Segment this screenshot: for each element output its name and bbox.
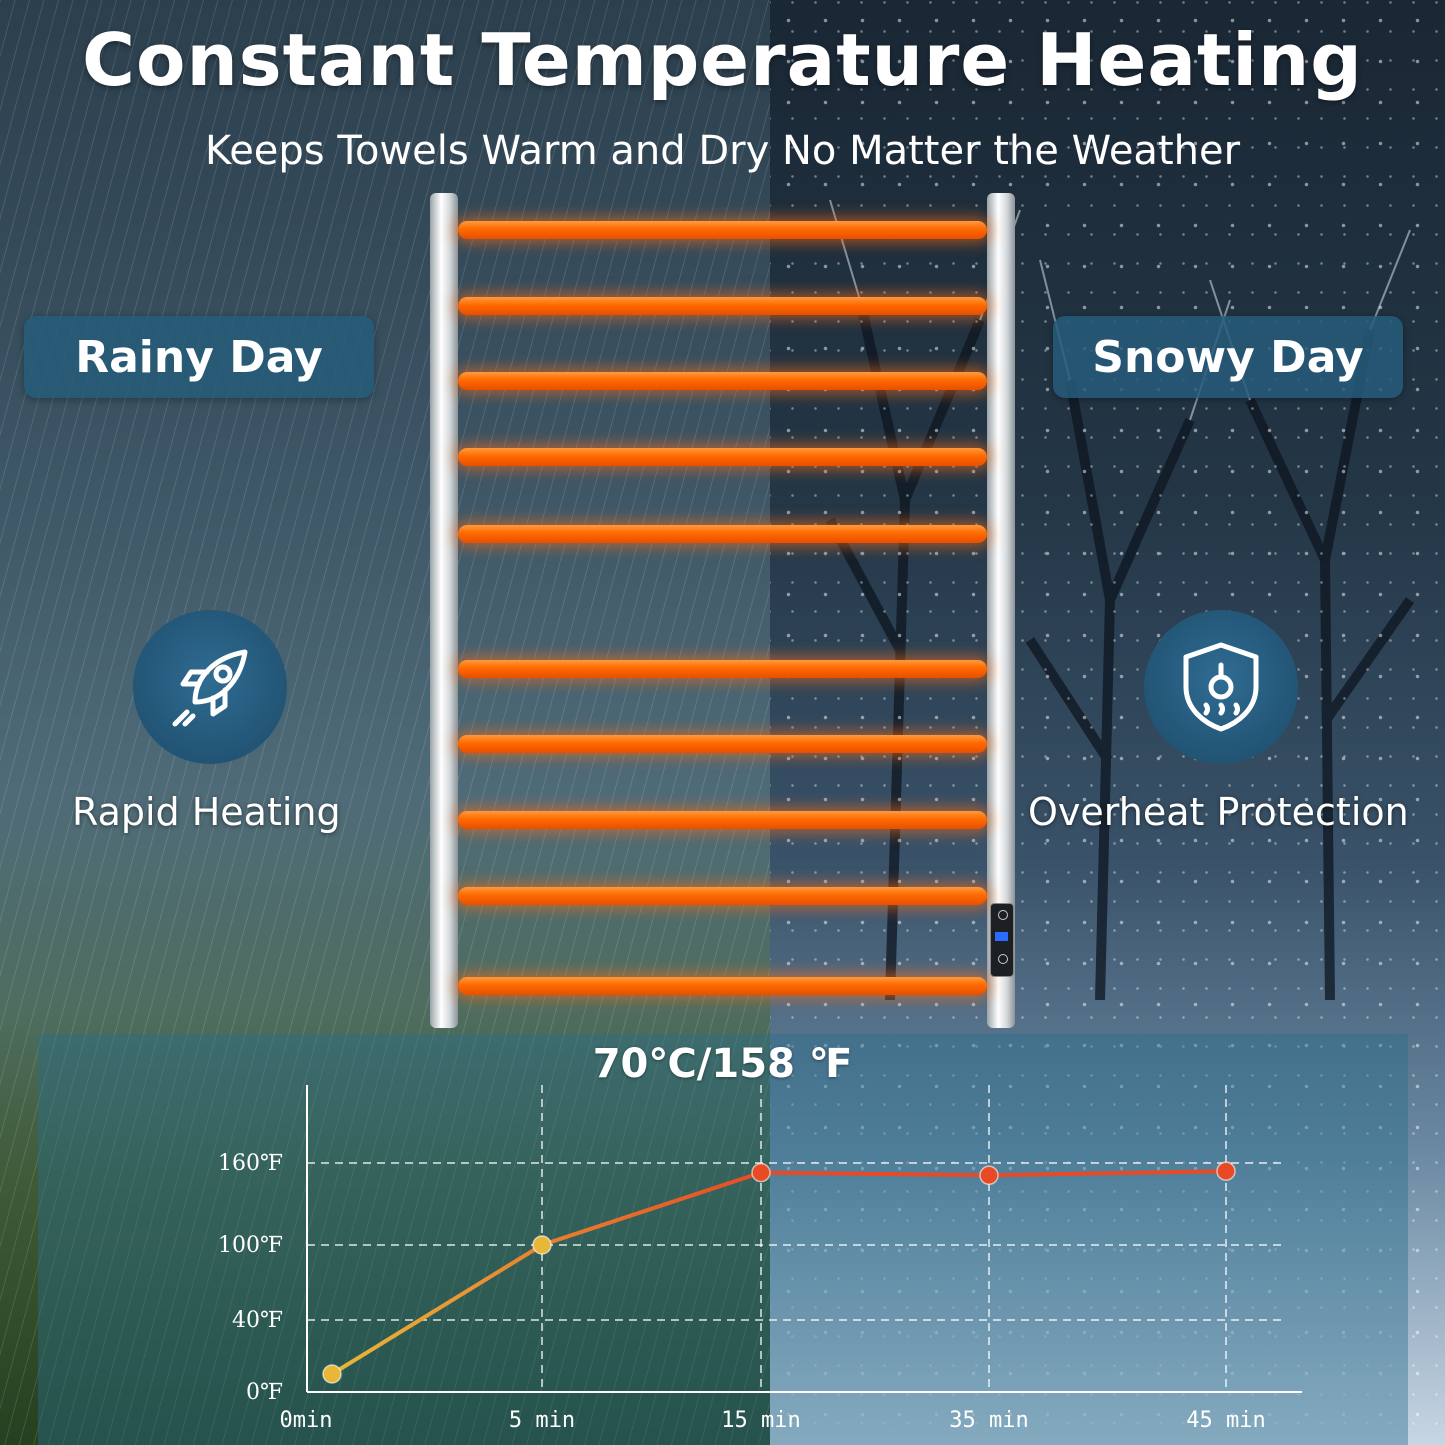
y-tick-label: 0℉	[246, 1380, 283, 1405]
y-tick-label: 160℉	[218, 1151, 283, 1176]
rainy-background	[0, 0, 770, 1445]
x-tick-label: 5 min	[509, 1408, 575, 1433]
x-tick-label: 35 min	[949, 1408, 1028, 1433]
heating-bar	[458, 887, 987, 905]
heating-bar	[458, 735, 987, 753]
page-subtitle: Keeps Towels Warm and Dry No Matter the …	[204, 128, 1241, 174]
data-point	[322, 1364, 342, 1384]
rapid-heating-label: Rapid Heating	[72, 790, 341, 834]
data-point	[979, 1165, 999, 1186]
heating-bar	[458, 977, 987, 995]
heating-bar	[458, 811, 987, 829]
heating-bar	[458, 221, 987, 239]
control-panel	[990, 903, 1014, 977]
y-tick-label: 40℉	[232, 1308, 283, 1333]
heating-bar	[458, 372, 987, 390]
heating-bar	[458, 525, 987, 543]
rainy-day-tag: Rainy Day	[24, 316, 374, 398]
shield-thermometer-icon	[1144, 610, 1298, 764]
heating-bar	[458, 448, 987, 466]
x-tick-label: 15 min	[721, 1408, 800, 1433]
page-title: Constant Temperature Heating	[82, 18, 1363, 102]
data-point	[751, 1162, 771, 1183]
winter-trees	[825, 199, 1415, 1000]
series-line	[330, 1169, 1227, 1376]
towel-warmer-left-rail	[430, 193, 458, 1028]
rain-overlay	[0, 0, 770, 1445]
x-tick-label: 0min	[280, 1408, 333, 1433]
rocket-icon	[133, 610, 287, 764]
data-point	[532, 1235, 552, 1255]
towel-warmer-right-rail	[987, 193, 1015, 1028]
data-point	[1216, 1161, 1236, 1181]
chart-panel	[38, 1034, 1408, 1445]
y-tick-label: 100℉	[218, 1233, 283, 1258]
overheat-protection-label: Overheat Protection	[1028, 790, 1409, 834]
snowy-day-tag: Snowy Day	[1053, 316, 1403, 398]
heating-bar	[458, 297, 987, 315]
chart-title: 70℃/158 ℉	[592, 1041, 853, 1087]
snow-overlay	[770, 0, 1445, 1445]
heating-bar	[458, 660, 987, 678]
x-tick-label: 45 min	[1186, 1408, 1265, 1433]
